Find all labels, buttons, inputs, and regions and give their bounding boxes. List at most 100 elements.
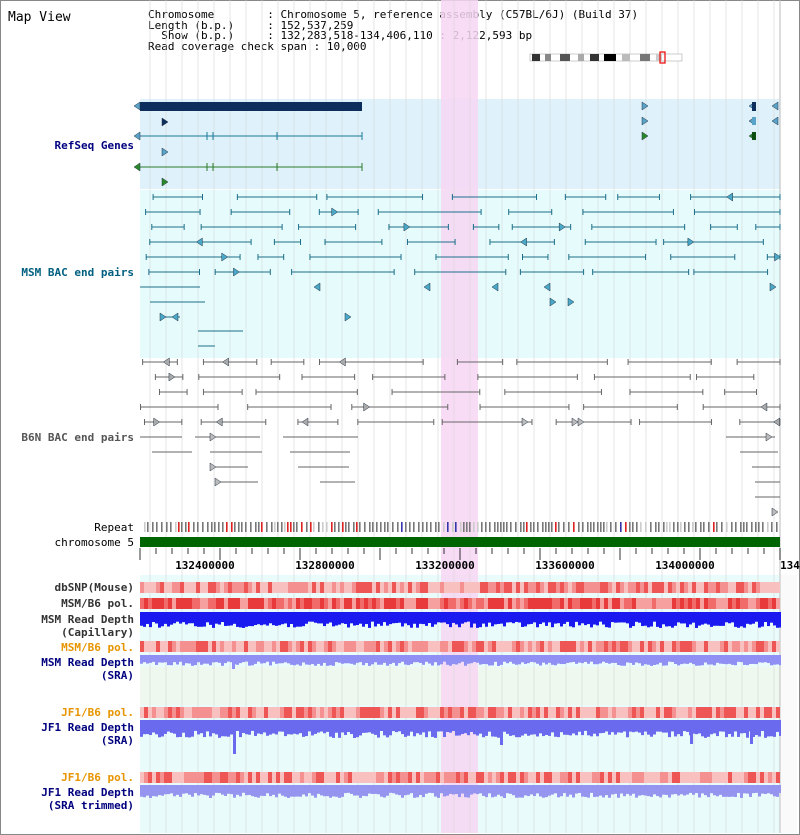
dbsnp-track-cell	[560, 582, 564, 593]
msm-depth-sra-track-bar	[518, 655, 521, 665]
track-label-refseq[interactable]: RefSeq Genes	[54, 139, 134, 152]
jf1-pol2-track-cell	[264, 772, 268, 783]
jf1-depth-sra-track-bar	[671, 720, 674, 732]
jf1-pol2-track-cell	[632, 772, 636, 783]
msm-depth-capillary-track-bar	[551, 612, 554, 628]
jf1-depth-trim-track-bar	[758, 785, 761, 797]
msm-depth-capillary-track-bar	[275, 612, 278, 626]
msm-depth-sra-track-bar	[425, 655, 428, 662]
msm-pol-track-cell	[552, 598, 556, 609]
msm-depth-capillary-track-bar	[599, 612, 602, 622]
msm-depth-capillary-track-bar	[752, 612, 755, 624]
jf1-depth-trim-track-bar	[599, 785, 602, 796]
msm-depth-capillary-track-bar	[506, 612, 509, 623]
track-label-msm-bac[interactable]: MSM BAC end pairs	[21, 266, 134, 279]
jf1-depth-trim-track-bar	[476, 785, 479, 795]
repeat-element	[489, 522, 491, 532]
msm-pol2-track-cell	[244, 641, 248, 652]
jf1-pol-track-cell	[600, 707, 604, 718]
dbsnp-track-cell	[424, 582, 428, 593]
jf1-depth-sra-track-bar	[479, 720, 482, 734]
msm-depth-capillary-track-bar	[269, 612, 272, 624]
dbsnp-track-cell	[476, 582, 480, 593]
jf1-depth-sra-track-bar	[305, 720, 308, 737]
msm-depth-capillary-track-bar	[353, 612, 356, 626]
jf1-depth-sra-track-bar	[248, 720, 251, 735]
b6n-bac-end-pairs	[140, 357, 781, 517]
b6n-bac-arrow	[209, 462, 217, 472]
msm-pol-track-cell	[148, 598, 152, 609]
msm-depth-capillary-track-bar	[284, 612, 287, 624]
msm-depth-capillary-track-bar	[239, 612, 242, 628]
jf1-depth-trim-track-bar	[455, 785, 458, 795]
jf1-depth-trim-track-bar	[566, 785, 569, 797]
msm-depth-capillary-track-bar	[245, 612, 248, 627]
msm-depth-capillary-track-bar	[536, 612, 539, 628]
msm-depth-sra-track-bar	[758, 655, 761, 663]
dbsnp-track-cell	[344, 582, 348, 593]
jf1-pol2-track-cell	[588, 772, 592, 783]
msm-pol2-track-cell	[756, 641, 760, 652]
jf1-depth-trim-track-bar	[401, 785, 404, 798]
msm-depth-capillary-track-bar	[662, 612, 665, 625]
jf1-depth-sra-track-bar	[608, 720, 611, 735]
msm-depth-sra-track-bar	[437, 655, 440, 666]
msm-depth-capillary-track-bar	[419, 612, 422, 624]
jf1-depth-trim-track-bar	[680, 785, 683, 795]
repeat-element	[181, 522, 183, 532]
jf1-pol2-track-cell	[672, 772, 676, 783]
jf1-depth-sra-track-bar	[347, 720, 350, 733]
jf1-depth-trim-track-bar	[440, 785, 443, 794]
jf1-pol-track-cell	[596, 707, 600, 718]
msm-depth-sra-track-bar	[239, 655, 242, 664]
msm-depth-sra-track-bar	[563, 655, 566, 665]
jf1-pol-track-cell	[572, 707, 576, 718]
jf1-depth-sra-track-bar	[200, 720, 203, 734]
msm-depth-sra-track	[140, 655, 782, 669]
refseq-gene-arrow	[771, 116, 779, 126]
msm-pol-track-cell	[188, 598, 192, 609]
msm-pol-track-cell	[340, 598, 344, 609]
msm-depth-sra-track-bar	[275, 655, 278, 664]
jf1-pol2-track-cell	[692, 772, 696, 783]
repeat-element	[469, 522, 471, 532]
jf1-pol2-track-cell	[192, 772, 196, 783]
jf1-depth-sra-track-bar	[719, 720, 722, 732]
jf1-depth-sra-track-bar	[704, 720, 707, 738]
msm-depth-capillary-track-bar	[779, 612, 782, 628]
jf1-pol-track-cell	[412, 707, 416, 718]
jf1-depth-trim-track-bar	[368, 785, 371, 794]
jf1-pol2-track-cell	[524, 772, 528, 783]
jf1-pol2-track-cell	[760, 772, 764, 783]
axis-tick-label: 134	[780, 559, 800, 572]
msm-pol-track-cell	[700, 598, 704, 609]
msm-pol-track-cell	[492, 598, 496, 609]
msm-pol2-track-cell	[404, 641, 408, 652]
jf1-pol2-track-cell	[212, 772, 216, 783]
msm-bac-arrow	[769, 282, 777, 292]
dbsnp-track-cell	[440, 582, 444, 593]
jf1-pol2-track-cell	[604, 772, 608, 783]
b6n-bac-pair-arrow	[162, 357, 170, 367]
msm-pol-track-cell	[616, 598, 620, 609]
msm-depth-capillary-track-bar	[455, 612, 458, 625]
track-label-b6n-bac[interactable]: B6N BAC end pairs	[21, 431, 134, 444]
msm-pol2-track-cell	[276, 641, 280, 652]
msm-pol2-track-cell	[440, 641, 444, 652]
jf1-depth-trim-track-bar	[512, 785, 515, 796]
jf1-depth-trim-track-bar	[674, 785, 677, 795]
msm-pol-track-cell	[344, 598, 348, 609]
msm-depth-capillary-track-bar	[767, 612, 770, 627]
msm-depth-capillary-track-bar	[179, 612, 182, 624]
msm-pol-track-cell	[208, 598, 212, 609]
msm-depth-sra-track-bar	[512, 655, 515, 664]
msm-depth-capillary-track-bar	[758, 612, 761, 628]
msm-pol2-track-cell	[284, 641, 288, 652]
msm-bac-pair-arrow	[195, 237, 203, 247]
msm-depth-capillary-track-bar	[557, 612, 560, 624]
jf1-depth-sra-track-bar	[296, 720, 299, 735]
repeat-element	[735, 522, 737, 532]
dbsnp-track-cell	[704, 582, 708, 593]
msm-depth-sra-track-bar	[404, 655, 407, 665]
